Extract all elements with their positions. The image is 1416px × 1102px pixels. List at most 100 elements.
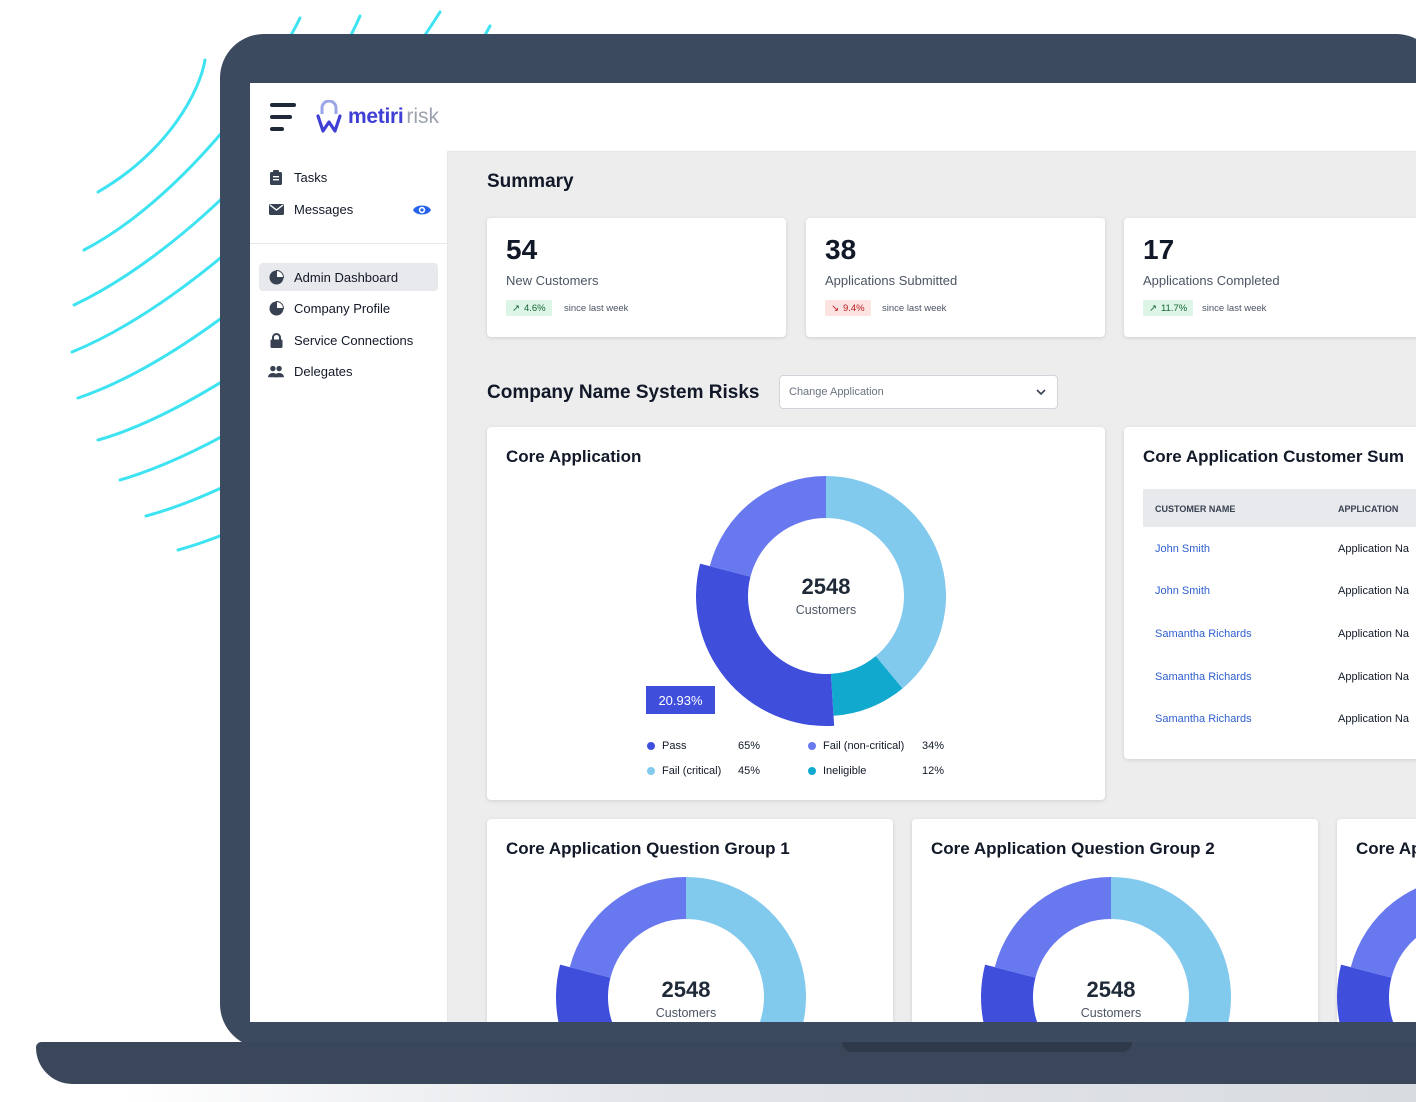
system-risks-title: Company Name System Risks [487, 382, 760, 403]
logo-suffix: risk [406, 105, 440, 128]
legend-pct: 34% [922, 740, 945, 752]
menu-icon[interactable] [270, 101, 296, 133]
slice-ineligible[interactable] [830, 656, 903, 716]
trend-down-icon: ↘ [831, 302, 839, 314]
stat-since: since last week [564, 303, 629, 314]
trend-up-icon: ↗ [512, 302, 520, 314]
legend-item-pass: Pass [647, 740, 686, 752]
summary-title: Summary [487, 171, 574, 192]
stat-card-new-customers: 54 New Customers ↗ 4.6% since last week [487, 218, 786, 337]
sidebar-item-company-profile[interactable]: Company Profile [259, 294, 438, 322]
customer-name-link[interactable]: John Smith [1155, 543, 1211, 555]
question-group-3-card: Core Ap [1337, 819, 1416, 1022]
core-application-donut-chart[interactable] [487, 427, 1105, 800]
legend-pct: 45% [738, 765, 761, 777]
question-group-2-donut-chart[interactable] [912, 819, 1318, 1022]
legend-dot [647, 742, 655, 750]
laptop-notch [842, 1042, 1132, 1052]
legend-pct: 65% [738, 740, 761, 752]
logo[interactable]: metiri risk [316, 99, 439, 135]
stat-value: 38 [825, 234, 857, 265]
application-name: Application Na [1338, 628, 1409, 640]
question-group-2-card: Core Application Question Group 2 2548 C… [912, 819, 1318, 1022]
stat-value: 54 [506, 234, 538, 265]
sidebar-item-service-connections[interactable]: Service Connections [259, 326, 438, 354]
floor-shadow [120, 1084, 1416, 1102]
slice-pass[interactable] [556, 964, 694, 1022]
app-screen: metiri risk Tasks Messages Admin Dash [250, 83, 1416, 1022]
legend-item-fail-non-critical: Fail (non-critical) [808, 740, 904, 752]
slice-fail-non-critical[interactable] [709, 476, 826, 577]
trend-up-icon: ↗ [1149, 302, 1157, 314]
sidebar: Tasks Messages Admin Dashboard Company P… [250, 151, 448, 1022]
chevron-down-icon [1036, 389, 1046, 396]
stat-label: Applications Completed [1143, 273, 1280, 288]
chart-tooltip: 20.93% [646, 686, 715, 714]
stat-card-applications-completed: 17 Applications Completed ↗ 11.7% since … [1124, 218, 1416, 337]
pie-chart-icon [268, 300, 284, 316]
sidebar-item-label: Admin Dashboard [294, 269, 399, 285]
customer-name-link[interactable]: Samantha Richards [1155, 628, 1252, 640]
donut-center-value: 2548 [661, 977, 711, 1002]
application-name: Application Na [1338, 585, 1409, 597]
sidebar-item-label: Service Connections [294, 332, 414, 348]
legend-dot [647, 767, 655, 775]
stat-value: 17 [1143, 234, 1175, 265]
question-group-1-donut-chart[interactable] [487, 819, 893, 1022]
lock-icon [268, 332, 284, 348]
slice-fail-critical[interactable] [826, 476, 946, 689]
stat-since: since last week [882, 303, 947, 314]
core-application-card: Core Application 2548 Customers 20.93% P… [487, 427, 1105, 800]
customer-name-link[interactable]: Samantha Richards [1155, 671, 1252, 683]
stat-change-badge: ↘ 9.4% [825, 300, 871, 316]
stat-change-badge: ↗ 11.7% [1143, 300, 1194, 316]
column-header-application[interactable]: APPLICATION [1338, 504, 1399, 514]
slice-pass[interactable] [981, 964, 1119, 1022]
slice-fail-critical[interactable] [686, 877, 806, 1022]
sidebar-item-tasks[interactable]: Tasks [259, 163, 438, 191]
card-title: Core Application Question Group 2 [931, 839, 1215, 858]
stat-label: New Customers [506, 273, 599, 288]
customer-name-link[interactable]: Samantha Richards [1155, 713, 1252, 725]
sidebar-item-label: Company Profile [294, 300, 391, 316]
sidebar-item-label: Delegates [294, 363, 353, 379]
card-title: Core Application Question Group 1 [506, 839, 790, 858]
sidebar-item-admin-dashboard[interactable]: Admin Dashboard [259, 263, 438, 291]
legend-item-fail-critical: Fail (critical) [647, 765, 721, 777]
slice-fail-non-critical[interactable] [994, 877, 1111, 978]
legend-dot [808, 767, 816, 775]
slice-fail-non-critical[interactable] [1350, 877, 1416, 978]
question-group-3-donut-chart[interactable] [1337, 819, 1416, 1022]
logo-name: metiri [348, 105, 404, 128]
legend-item-ineligible: Ineligible [808, 765, 866, 777]
stat-change-badge: ↗ 4.6% [506, 300, 552, 316]
sidebar-item-delegates[interactable]: Delegates [259, 357, 438, 385]
slice-fail-critical[interactable] [1111, 877, 1231, 1022]
shield-logo-icon [316, 100, 342, 133]
card-title: Core Application Customer Sum [1143, 447, 1405, 466]
stat-label: Applications Submitted [825, 273, 958, 288]
sidebar-item-label: Messages [294, 201, 354, 217]
donut-center-label: Customers [1080, 1006, 1142, 1020]
customer-name-link[interactable]: John Smith [1155, 585, 1211, 597]
eye-icon[interactable] [412, 203, 432, 217]
donut-center-label: Customers [795, 603, 857, 617]
envelope-icon [268, 201, 284, 217]
column-header-customer-name[interactable]: CUSTOMER NAME [1155, 504, 1236, 514]
slice-fail-non-critical[interactable] [569, 877, 686, 978]
application-name: Application Na [1338, 713, 1409, 725]
sidebar-item-messages[interactable]: Messages [259, 195, 438, 223]
donut-center-label: Customers [655, 1006, 717, 1020]
sidebar-item-label: Tasks [294, 169, 328, 185]
slice-pass[interactable] [1337, 964, 1416, 1022]
legend-pct: 12% [922, 765, 945, 777]
customer-summary-card: Core Application Customer Sum CUSTOMER N… [1124, 427, 1416, 759]
stat-card-applications-submitted: 38 Applications Submitted ↘ 9.4% since l… [806, 218, 1105, 337]
change-application-select[interactable]: Change Application [779, 375, 1058, 409]
card-title: Core Ap [1356, 839, 1416, 858]
clipboard-icon [268, 169, 284, 185]
slice-pass[interactable] [695, 563, 835, 726]
donut-center-value: 2548 [1086, 977, 1136, 1002]
legend-dot [808, 742, 816, 750]
laptop-base [36, 1042, 1416, 1084]
